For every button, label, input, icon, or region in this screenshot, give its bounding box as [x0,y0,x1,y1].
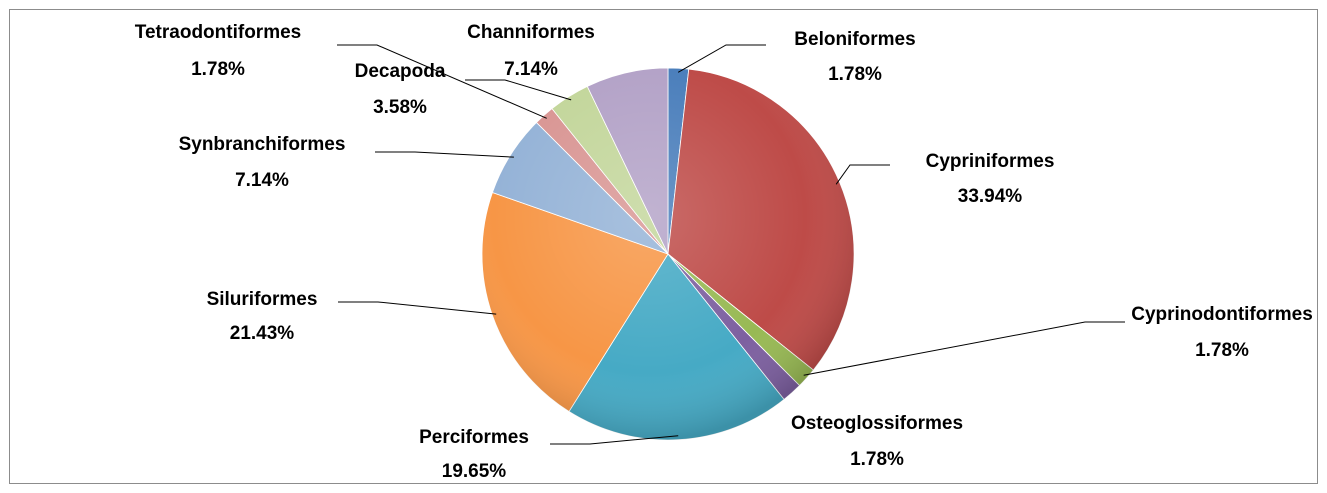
slice-name: Cyprinodontiformes [1131,304,1313,325]
slice-value-label: 7.14% [235,170,289,191]
slice-value-label: 33.94% [958,186,1023,207]
slice-name: Perciformes [419,427,529,448]
leader-line [803,321,1125,376]
leader-line [835,164,890,185]
leader-line [465,79,572,101]
slice-name: Cypriniformes [926,151,1055,172]
slice-value-label: 19.65% [442,461,507,482]
slice-value-label: 1.78% [191,59,245,80]
slice-name: Channiformes [467,22,595,43]
leader-line [550,435,679,445]
leader-line [677,44,766,73]
leader-line [375,151,514,158]
slice-value-label: 21.43% [230,323,295,344]
slice-value-label: 1.78% [1195,340,1249,361]
slice-value-label: 1.78% [850,449,904,470]
slice-value-label: 7.14% [504,59,558,80]
leader-line [337,44,547,119]
pie [481,67,855,441]
slice-name: Synbranchiformes [179,134,346,155]
slice-name: Tetraodontiformes [135,22,301,43]
slice-value-label: 3.58% [373,97,427,118]
slice-name: Decapoda [355,61,446,82]
slice-name: Beloniformes [794,29,915,50]
leader-line [338,301,497,315]
slice-name: Osteoglossiformes [791,413,963,434]
slice-name: Siluriformes [207,289,318,310]
slice-value-label: 1.78% [828,64,882,85]
labels: Beloniformes 1.78% Cypriniformes 33.94% Cypr… [135,22,1313,482]
